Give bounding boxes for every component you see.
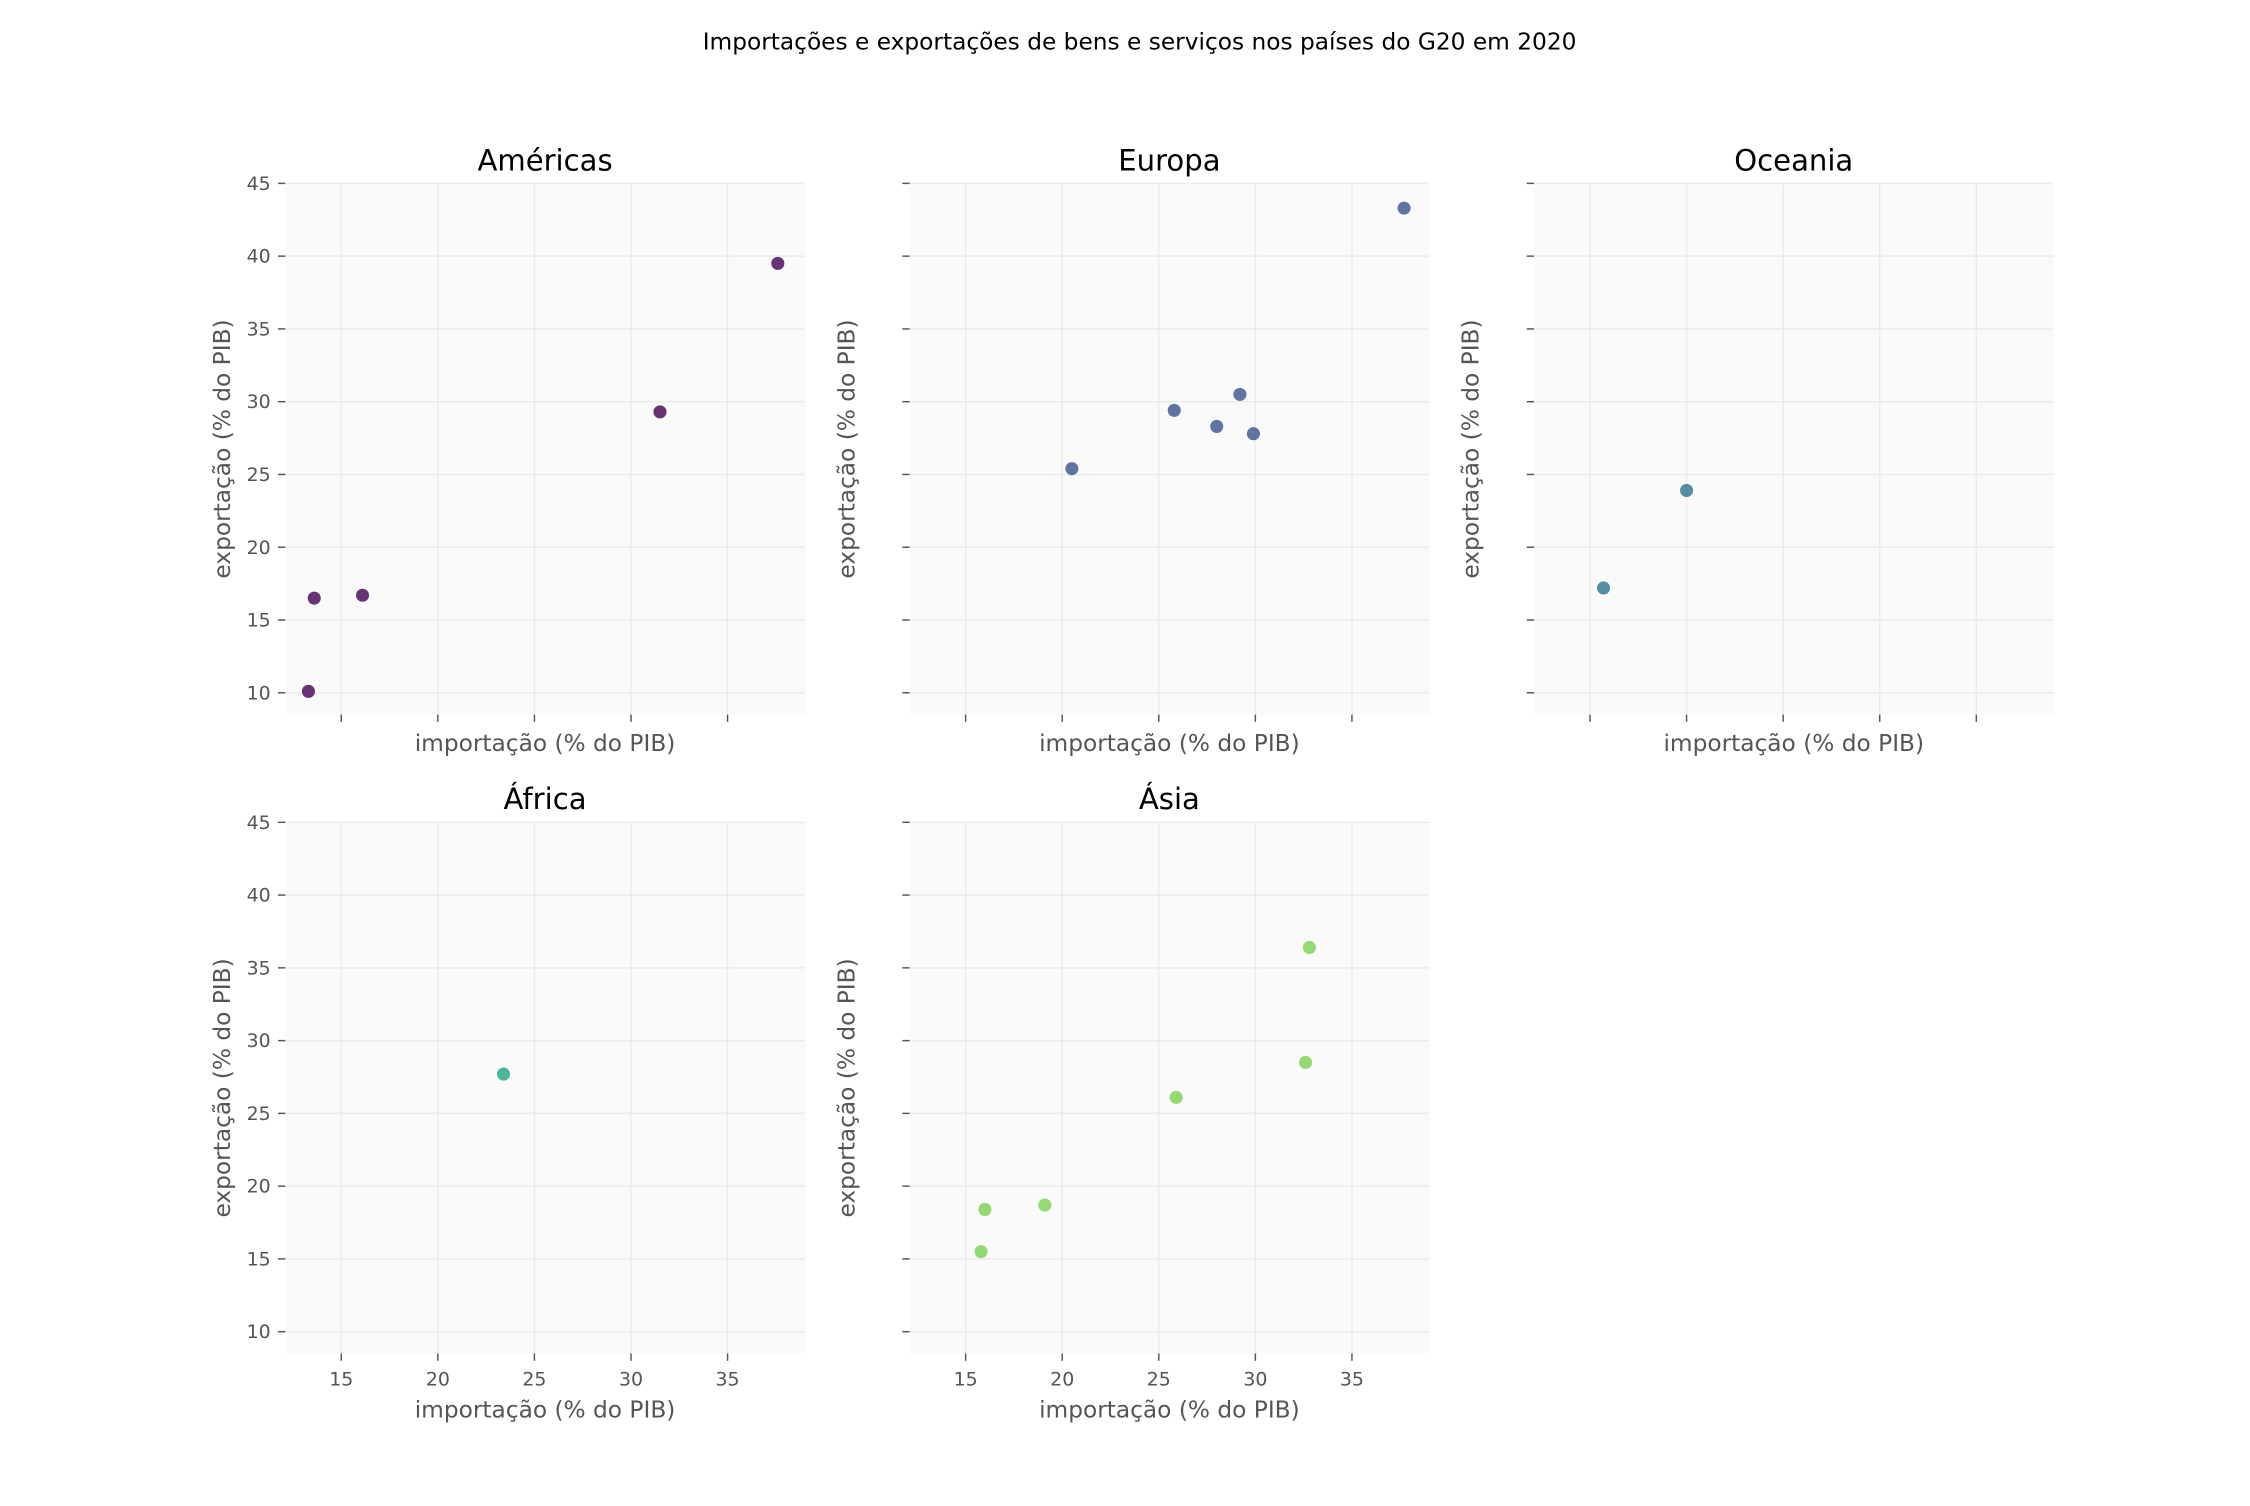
panel-5-xtick-label: 15 <box>954 1369 978 1391</box>
panel-3-background <box>1533 183 2054 715</box>
panel-5-point-3 <box>1038 1198 1052 1212</box>
panel-3-ylabel: exportação (% do PIB) <box>1458 319 1485 578</box>
panel-3-point-2 <box>1680 483 1694 498</box>
panel-4-xtick-label: 20 <box>426 1369 450 1391</box>
panel-5-xtick-label: 25 <box>1147 1369 1171 1391</box>
panel-2-ylabel: exportação (% do PIB) <box>833 319 860 578</box>
panel-1-ytick-label: 20 <box>247 537 271 559</box>
panel-4-ytick-label: 35 <box>247 957 271 979</box>
panel-2-point-1 <box>1065 462 1079 476</box>
panel-3-xlabel: importação (% do PIB) <box>1663 730 1924 757</box>
panel-1-background <box>285 183 805 715</box>
panel-1-ytick-label: 35 <box>247 318 271 340</box>
panel-5-point-5 <box>1299 1055 1313 1069</box>
panel-4-xtick-label: 35 <box>716 1369 740 1391</box>
panel-2-title: Europa <box>1118 143 1220 177</box>
panel-1: 10 15 20 25 30 35 40 45 Américas importação (% do… <box>209 143 805 757</box>
panel-4-ytick-label: 30 <box>247 1030 271 1052</box>
panel-4-ytick-label: 25 <box>247 1103 271 1125</box>
panel-3: Oceania importação (% do PIB) exportação (… <box>1458 143 2054 757</box>
panel-1-point-5 <box>771 256 785 270</box>
panel-5-ylabel: exportação (% do PIB) <box>833 958 860 1217</box>
panel-1-point-4 <box>653 405 667 419</box>
panel-1-ylabel: exportação (% do PIB) <box>209 319 236 578</box>
panel-5: 15 20 25 30 35 Ásia importação (% do PIB) expor… <box>833 782 1430 1424</box>
panel-5-point-6 <box>1302 940 1316 955</box>
panel-3-title: Oceania <box>1734 143 1853 177</box>
panel-4-point-1 <box>496 1067 511 1081</box>
panel-5-xtick-label: 30 <box>1243 1369 1267 1391</box>
panel-4-ytick-label: 15 <box>247 1248 271 1270</box>
panel-4-background <box>285 822 805 1354</box>
panel-2-background <box>909 183 1430 715</box>
panel-4-title: África <box>504 782 587 816</box>
chart-title: Importações e exportações de bens e serv… <box>703 28 1577 55</box>
panel-4-ytick-label: 10 <box>247 1321 271 1343</box>
panel-5-title: Ásia <box>1139 782 1200 816</box>
panel-1-ytick-label: 15 <box>247 610 271 632</box>
panel-1-point-1 <box>301 684 315 698</box>
panels: 10 15 20 25 30 35 40 45 Américas importação (% do… <box>209 143 2054 1424</box>
panel-4-ytick-label: 45 <box>247 812 271 834</box>
panel-3-point-1 <box>1596 581 1611 595</box>
panel-1-ytick-label: 10 <box>247 682 271 704</box>
panel-2: Europa importação (% do PIB) exportação (%… <box>833 143 1430 757</box>
panel-2-xlabel: importação (% do PIB) <box>1039 730 1300 757</box>
panel-4-ytick-label: 40 <box>247 885 271 907</box>
panel-4-xtick-label: 30 <box>619 1369 643 1391</box>
panel-4: 15 20 25 30 35 10 15 20 25 30 35 40 45 África importaç… <box>209 782 805 1424</box>
panel-4-xlabel: importação (% do PIB) <box>415 1397 676 1424</box>
panel-1-ytick-label: 30 <box>247 391 271 413</box>
panel-5-xlabel: importação (% do PIB) <box>1039 1397 1300 1424</box>
panel-1-point-2 <box>307 591 321 605</box>
panel-2-point-3 <box>1210 419 1224 433</box>
panel-5-xtick-label: 35 <box>1340 1369 1364 1391</box>
panel-2-point-6 <box>1397 201 1411 215</box>
panel-1-ytick-label: 40 <box>247 246 271 268</box>
panel-5-xtick-label: 20 <box>1050 1369 1074 1391</box>
panel-5-point-2 <box>978 1202 992 1216</box>
panel-5-point-1 <box>974 1245 988 1259</box>
panel-4-ylabel: exportação (% do PIB) <box>209 958 236 1217</box>
panel-5-background <box>909 822 1430 1354</box>
panel-1-ytick-label: 25 <box>247 464 271 486</box>
panel-1-title: Américas <box>477 143 612 177</box>
panel-2-point-2 <box>1167 403 1181 417</box>
panel-4-xtick-label: 25 <box>522 1369 546 1391</box>
panel-1-point-3 <box>355 588 370 602</box>
panel-5-point-4 <box>1169 1090 1183 1104</box>
panel-1-xlabel: importação (% do PIB) <box>415 730 676 757</box>
panel-1-ytick-label: 45 <box>247 173 271 195</box>
panel-2-point-5 <box>1246 427 1260 441</box>
panel-4-ytick-label: 20 <box>247 1176 271 1198</box>
panel-4-xtick-label: 15 <box>329 1369 353 1391</box>
panel-2-point-4 <box>1233 387 1247 401</box>
